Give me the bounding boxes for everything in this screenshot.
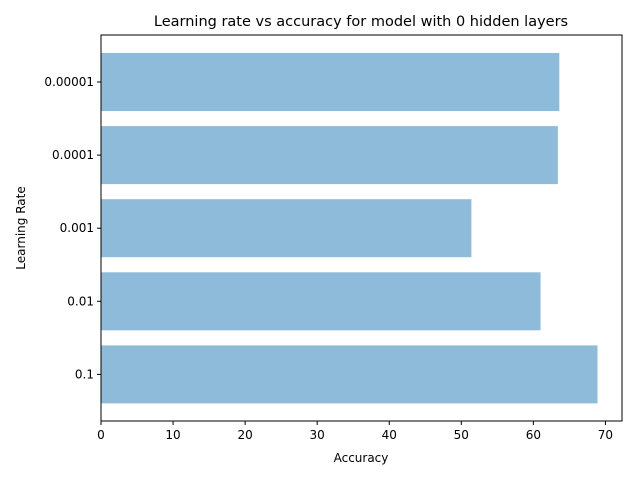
y-tick-label: 0.01 <box>67 294 94 308</box>
x-tick-label: 40 <box>382 428 397 442</box>
bar-0.0001 <box>101 126 558 185</box>
x-tick-label: 10 <box>165 428 180 442</box>
x-axis: 0 10 20 30 40 50 60 70 <box>97 421 613 442</box>
x-tick-label: 50 <box>454 428 469 442</box>
x-axis-label: Accuracy <box>334 451 389 465</box>
x-tick-label: 70 <box>598 428 613 442</box>
bars-group <box>101 53 598 404</box>
y-axis: 0.00001 0.0001 0.001 0.01 0.1 <box>44 75 101 381</box>
y-tick-label: 0.00001 <box>44 75 94 89</box>
x-tick-label: 0 <box>97 428 105 442</box>
y-tick-label: 0.1 <box>75 367 94 381</box>
x-tick-label: 30 <box>310 428 325 442</box>
x-tick-label: 60 <box>526 428 541 442</box>
bar-0.01 <box>101 272 541 331</box>
y-axis-label: Learning Rate <box>14 186 28 269</box>
bar-0.001 <box>101 199 472 258</box>
chart-title: Learning rate vs accuracy for model with… <box>154 14 568 30</box>
y-tick-label: 0.001 <box>60 221 94 235</box>
x-tick-label: 20 <box>237 428 252 442</box>
bar-0.00001 <box>101 53 560 111</box>
y-tick-label: 0.0001 <box>52 148 94 162</box>
bar-0.1 <box>101 345 598 404</box>
